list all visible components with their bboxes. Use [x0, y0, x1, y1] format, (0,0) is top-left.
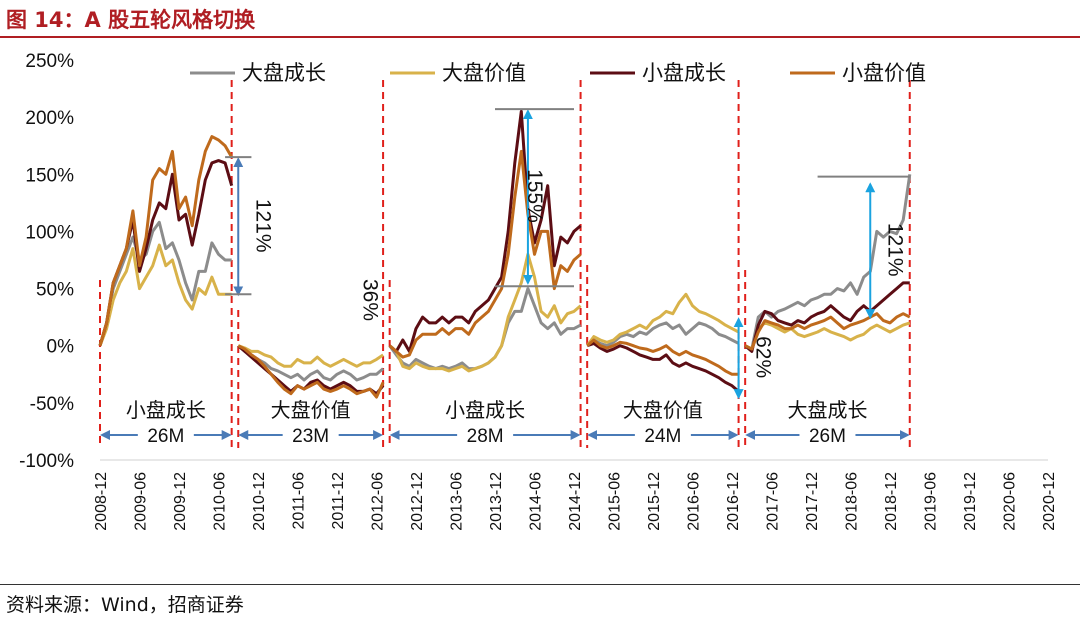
- phase-label: 小盘成长: [445, 398, 525, 422]
- x-tick-label: 2015-12: [646, 472, 663, 531]
- x-tick-label: 2018-12: [883, 472, 900, 531]
- series-line: [586, 341, 740, 393]
- y-tick-label: 0%: [47, 337, 75, 358]
- x-tick-label: 2008-12: [93, 472, 110, 531]
- series-line: [388, 149, 582, 359]
- series-line: [237, 344, 385, 382]
- spread-label: 62%: [752, 336, 775, 378]
- x-tick-label: 2019-12: [962, 472, 979, 531]
- x-tick-label: 2014-06: [528, 472, 545, 531]
- x-tick-label: 2020-12: [1041, 472, 1058, 531]
- phase-label: 小盘成长: [126, 398, 206, 422]
- x-tick-label: 2011-06: [291, 472, 308, 530]
- legend: 大盘成长 大盘价值 小盘成长 小盘价值: [190, 61, 926, 85]
- series-line: [586, 338, 739, 376]
- x-tick-label: 2012-12: [409, 472, 426, 531]
- spread-label: 155%: [523, 169, 546, 223]
- series-line: [744, 312, 911, 351]
- title-rule: [0, 36, 1080, 38]
- legend-label: 小盘成长: [642, 61, 726, 85]
- series-lines: [98, 109, 912, 399]
- figure-title: 图 14：A 股五轮风格切换: [6, 8, 256, 32]
- series-line: [388, 109, 582, 353]
- y-tick-label: 250%: [25, 51, 74, 72]
- annotations-underlay: [99, 80, 911, 448]
- series-line: [388, 287, 582, 371]
- y-tick-label: -100%: [19, 451, 74, 472]
- duration-label: 28M: [467, 426, 504, 447]
- series-line: [237, 344, 384, 368]
- series-line: [98, 220, 232, 347]
- x-tick-label: 2017-06: [765, 472, 782, 531]
- legend-label: 大盘成长: [242, 61, 326, 85]
- series-line: [98, 135, 233, 347]
- annotations: 小盘成长 26M 大盘价值 23M 小盘成长 28M 大盘价值 24M 大盘成长 26M 121% 3…: [100, 108, 910, 447]
- x-tick-label: 2009-12: [172, 472, 189, 531]
- series-line: [744, 321, 911, 351]
- duration-label: 26M: [809, 426, 846, 447]
- duration-label: 24M: [644, 426, 681, 447]
- y-tick-label: 50%: [36, 280, 74, 301]
- spread-label: 121%: [883, 223, 906, 277]
- phase-label: 大盘成长: [787, 398, 867, 422]
- series-line: [744, 281, 910, 353]
- y-tick-label: 100%: [25, 222, 74, 243]
- series-line: [585, 292, 740, 347]
- x-tick-label: 2009-06: [133, 472, 150, 531]
- duration-label: 26M: [147, 426, 184, 447]
- x-tick-label: 2015-06: [607, 472, 624, 531]
- series-line: [98, 159, 234, 347]
- chart: 250% 200% 150% 100% 50% 0% -50% -100% 2008-12 200…: [19, 51, 1058, 531]
- x-tick-label: 2013-12: [488, 472, 505, 531]
- x-tick-label: 2017-12: [804, 472, 821, 531]
- spread-label: 121%: [251, 199, 274, 253]
- source-rule: [0, 584, 1080, 585]
- series-line: [388, 252, 582, 373]
- phase-label: 大盘价值: [271, 398, 351, 422]
- x-tick-label: 2018-06: [844, 472, 861, 531]
- axes: 250% 200% 150% 100% 50% 0% -50% -100% 2008-12 200…: [19, 51, 1058, 531]
- x-tick-label: 2012-06: [370, 472, 387, 531]
- x-tick-label: 2019-06: [923, 472, 940, 531]
- legend-label: 小盘价值: [842, 61, 926, 85]
- x-tick-label: 2011-12: [330, 472, 347, 530]
- x-tick-label: 2013-06: [449, 472, 466, 531]
- x-tick-label: 2016-06: [686, 472, 703, 531]
- y-tick-label: 200%: [25, 108, 74, 129]
- x-tick-label: 2010-12: [251, 472, 268, 531]
- x-tick-label: 2014-12: [567, 472, 584, 531]
- series-line: [586, 321, 740, 348]
- series-line: [237, 344, 385, 399]
- source-note: 资料来源：Wind，招商证券: [6, 594, 244, 616]
- y-tick-label: -50%: [30, 394, 74, 415]
- spread-label: 36%: [358, 279, 381, 321]
- x-tick-label: 2016-12: [725, 472, 742, 531]
- series-line: [98, 243, 232, 347]
- legend-label: 大盘价值: [442, 61, 526, 85]
- x-tick-label: 2010-06: [212, 472, 229, 531]
- duration-label: 23M: [292, 426, 329, 447]
- phase-label: 大盘价值: [623, 398, 703, 422]
- y-tick-label: 150%: [25, 165, 74, 186]
- x-tick-label: 2020-06: [1002, 472, 1019, 531]
